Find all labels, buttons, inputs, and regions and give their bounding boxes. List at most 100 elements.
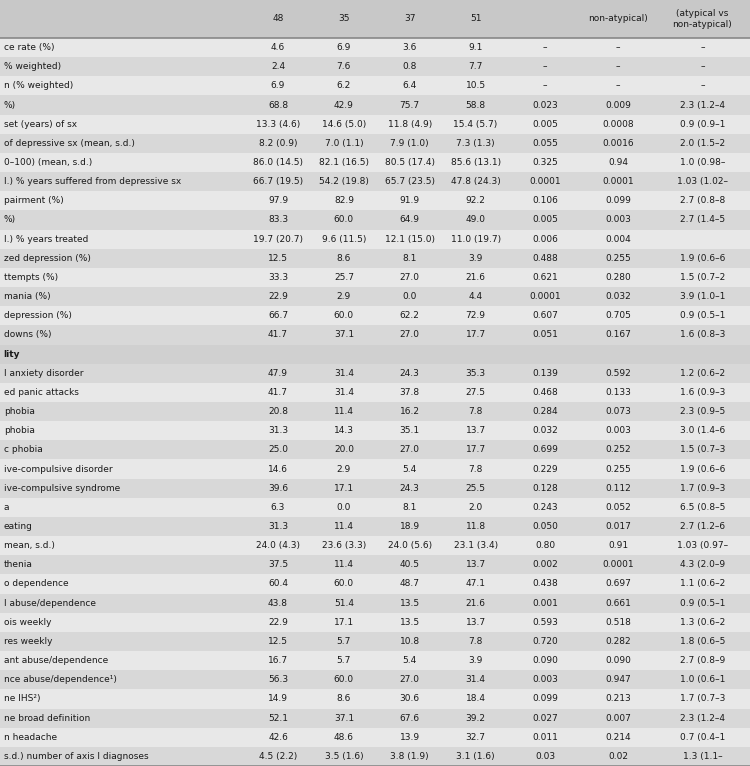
Text: 18.4: 18.4	[466, 695, 485, 703]
Text: 31.3: 31.3	[268, 522, 288, 531]
Text: 0.001: 0.001	[532, 599, 558, 607]
Text: 20.0: 20.0	[334, 445, 354, 454]
Text: 0.284: 0.284	[532, 407, 558, 416]
Bar	[0, 268, 750, 287]
Text: 56.3: 56.3	[268, 676, 288, 684]
Text: 14.3: 14.3	[334, 426, 354, 435]
Text: 3.6: 3.6	[403, 43, 417, 52]
Text: 30.6: 30.6	[400, 695, 420, 703]
Text: 83.3: 83.3	[268, 215, 288, 224]
Text: 1.8 (0.6–5: 1.8 (0.6–5	[680, 637, 725, 646]
Text: 48: 48	[272, 15, 284, 24]
Text: 0.94: 0.94	[608, 158, 628, 167]
Text: 0.023: 0.023	[532, 100, 558, 110]
Text: 13.7: 13.7	[466, 426, 486, 435]
Text: 5.7: 5.7	[337, 656, 351, 665]
Text: 2.4: 2.4	[271, 62, 285, 71]
Bar	[0, 192, 750, 211]
Text: 0.252: 0.252	[605, 445, 631, 454]
Bar	[0, 613, 750, 632]
Text: 14.9: 14.9	[268, 695, 288, 703]
Text: 0.699: 0.699	[532, 445, 558, 454]
Text: 8.2 (0.9): 8.2 (0.9)	[259, 139, 297, 148]
Text: 17.1: 17.1	[334, 483, 354, 493]
Text: 24.0 (4.3): 24.0 (4.3)	[256, 542, 300, 550]
Text: 0.167: 0.167	[605, 330, 631, 339]
Text: 0.438: 0.438	[532, 580, 558, 588]
Text: 0.214: 0.214	[605, 733, 631, 741]
Text: –: –	[616, 43, 620, 52]
Text: 2.9: 2.9	[337, 292, 351, 301]
Text: 5.7: 5.7	[337, 637, 351, 646]
Text: 0.0008: 0.0008	[602, 119, 634, 129]
Text: 0.213: 0.213	[605, 695, 631, 703]
Text: 0.02: 0.02	[608, 752, 628, 761]
Bar	[0, 115, 750, 134]
Text: 0.0001: 0.0001	[602, 561, 634, 569]
Text: 27.0: 27.0	[400, 676, 420, 684]
Text: 0.112: 0.112	[605, 483, 631, 493]
Bar	[0, 96, 750, 115]
Text: 3.9: 3.9	[469, 254, 483, 263]
Text: 3.9 (1.0–1: 3.9 (1.0–1	[680, 292, 725, 301]
Text: 0.9 (0.5–1: 0.9 (0.5–1	[680, 311, 725, 320]
Text: 39.2: 39.2	[466, 714, 485, 722]
Text: 35.3: 35.3	[466, 368, 486, 378]
Text: 13.5: 13.5	[400, 618, 420, 627]
Text: a: a	[4, 502, 9, 512]
Text: 11.4: 11.4	[334, 407, 354, 416]
Bar	[0, 709, 750, 728]
Text: 13.7: 13.7	[466, 561, 486, 569]
Text: –: –	[616, 62, 620, 71]
Text: 4.4: 4.4	[469, 292, 483, 301]
Text: 91.9: 91.9	[400, 196, 420, 205]
Bar	[0, 287, 750, 306]
Text: of depressive sx (mean, s.d.): of depressive sx (mean, s.d.)	[4, 139, 135, 148]
Text: downs (%): downs (%)	[4, 330, 51, 339]
Text: 31.4: 31.4	[466, 676, 485, 684]
Text: n (% weighted): n (% weighted)	[4, 81, 73, 90]
Bar	[0, 172, 750, 192]
Text: 0.255: 0.255	[605, 254, 631, 263]
Text: 8.1: 8.1	[403, 254, 417, 263]
Text: 60.0: 60.0	[334, 311, 354, 320]
Text: 82.1 (16.5): 82.1 (16.5)	[319, 158, 369, 167]
Text: 0.9 (0.5–1: 0.9 (0.5–1	[680, 599, 725, 607]
Text: ce rate (%): ce rate (%)	[4, 43, 54, 52]
Text: 8.1: 8.1	[403, 502, 417, 512]
Text: 0.027: 0.027	[532, 714, 558, 722]
Text: 25.5: 25.5	[466, 483, 485, 493]
Bar	[0, 689, 750, 709]
Text: 16.7: 16.7	[268, 656, 288, 665]
Text: 0.468: 0.468	[532, 388, 558, 397]
Text: 11.8 (4.9): 11.8 (4.9)	[388, 119, 432, 129]
Text: 14.6: 14.6	[268, 464, 288, 473]
Text: 3.0 (1.4–6: 3.0 (1.4–6	[680, 426, 725, 435]
Text: –: –	[700, 43, 705, 52]
Text: ne IHS²): ne IHS²)	[4, 695, 40, 703]
Text: 9.6 (11.5): 9.6 (11.5)	[322, 234, 366, 244]
Text: 6.4: 6.4	[403, 81, 417, 90]
Text: 72.9: 72.9	[466, 311, 485, 320]
Text: 0.090: 0.090	[605, 656, 631, 665]
Text: l abuse/dependence: l abuse/dependence	[4, 599, 96, 607]
Bar	[0, 498, 750, 517]
Text: 37.1: 37.1	[334, 714, 354, 722]
Text: res weekly: res weekly	[4, 637, 52, 646]
Text: 4.3 (2.0–9: 4.3 (2.0–9	[680, 561, 725, 569]
Text: 1.6 (0.9–3: 1.6 (0.9–3	[680, 388, 725, 397]
Text: 17.1: 17.1	[334, 618, 354, 627]
Text: 1.9 (0.6–6: 1.9 (0.6–6	[680, 254, 725, 263]
Text: 40.5: 40.5	[400, 561, 420, 569]
Text: phobia: phobia	[4, 426, 34, 435]
Text: 0.607: 0.607	[532, 311, 558, 320]
Text: 0.0: 0.0	[337, 502, 351, 512]
Text: 0.7 (0.4–1: 0.7 (0.4–1	[680, 733, 725, 741]
Text: 10.8: 10.8	[400, 637, 420, 646]
Text: 52.1: 52.1	[268, 714, 288, 722]
Text: 0.0: 0.0	[403, 292, 417, 301]
Text: phobia: phobia	[4, 407, 34, 416]
Text: ant abuse/dependence: ant abuse/dependence	[4, 656, 108, 665]
Bar	[0, 364, 750, 383]
Text: o dependence: o dependence	[4, 580, 68, 588]
